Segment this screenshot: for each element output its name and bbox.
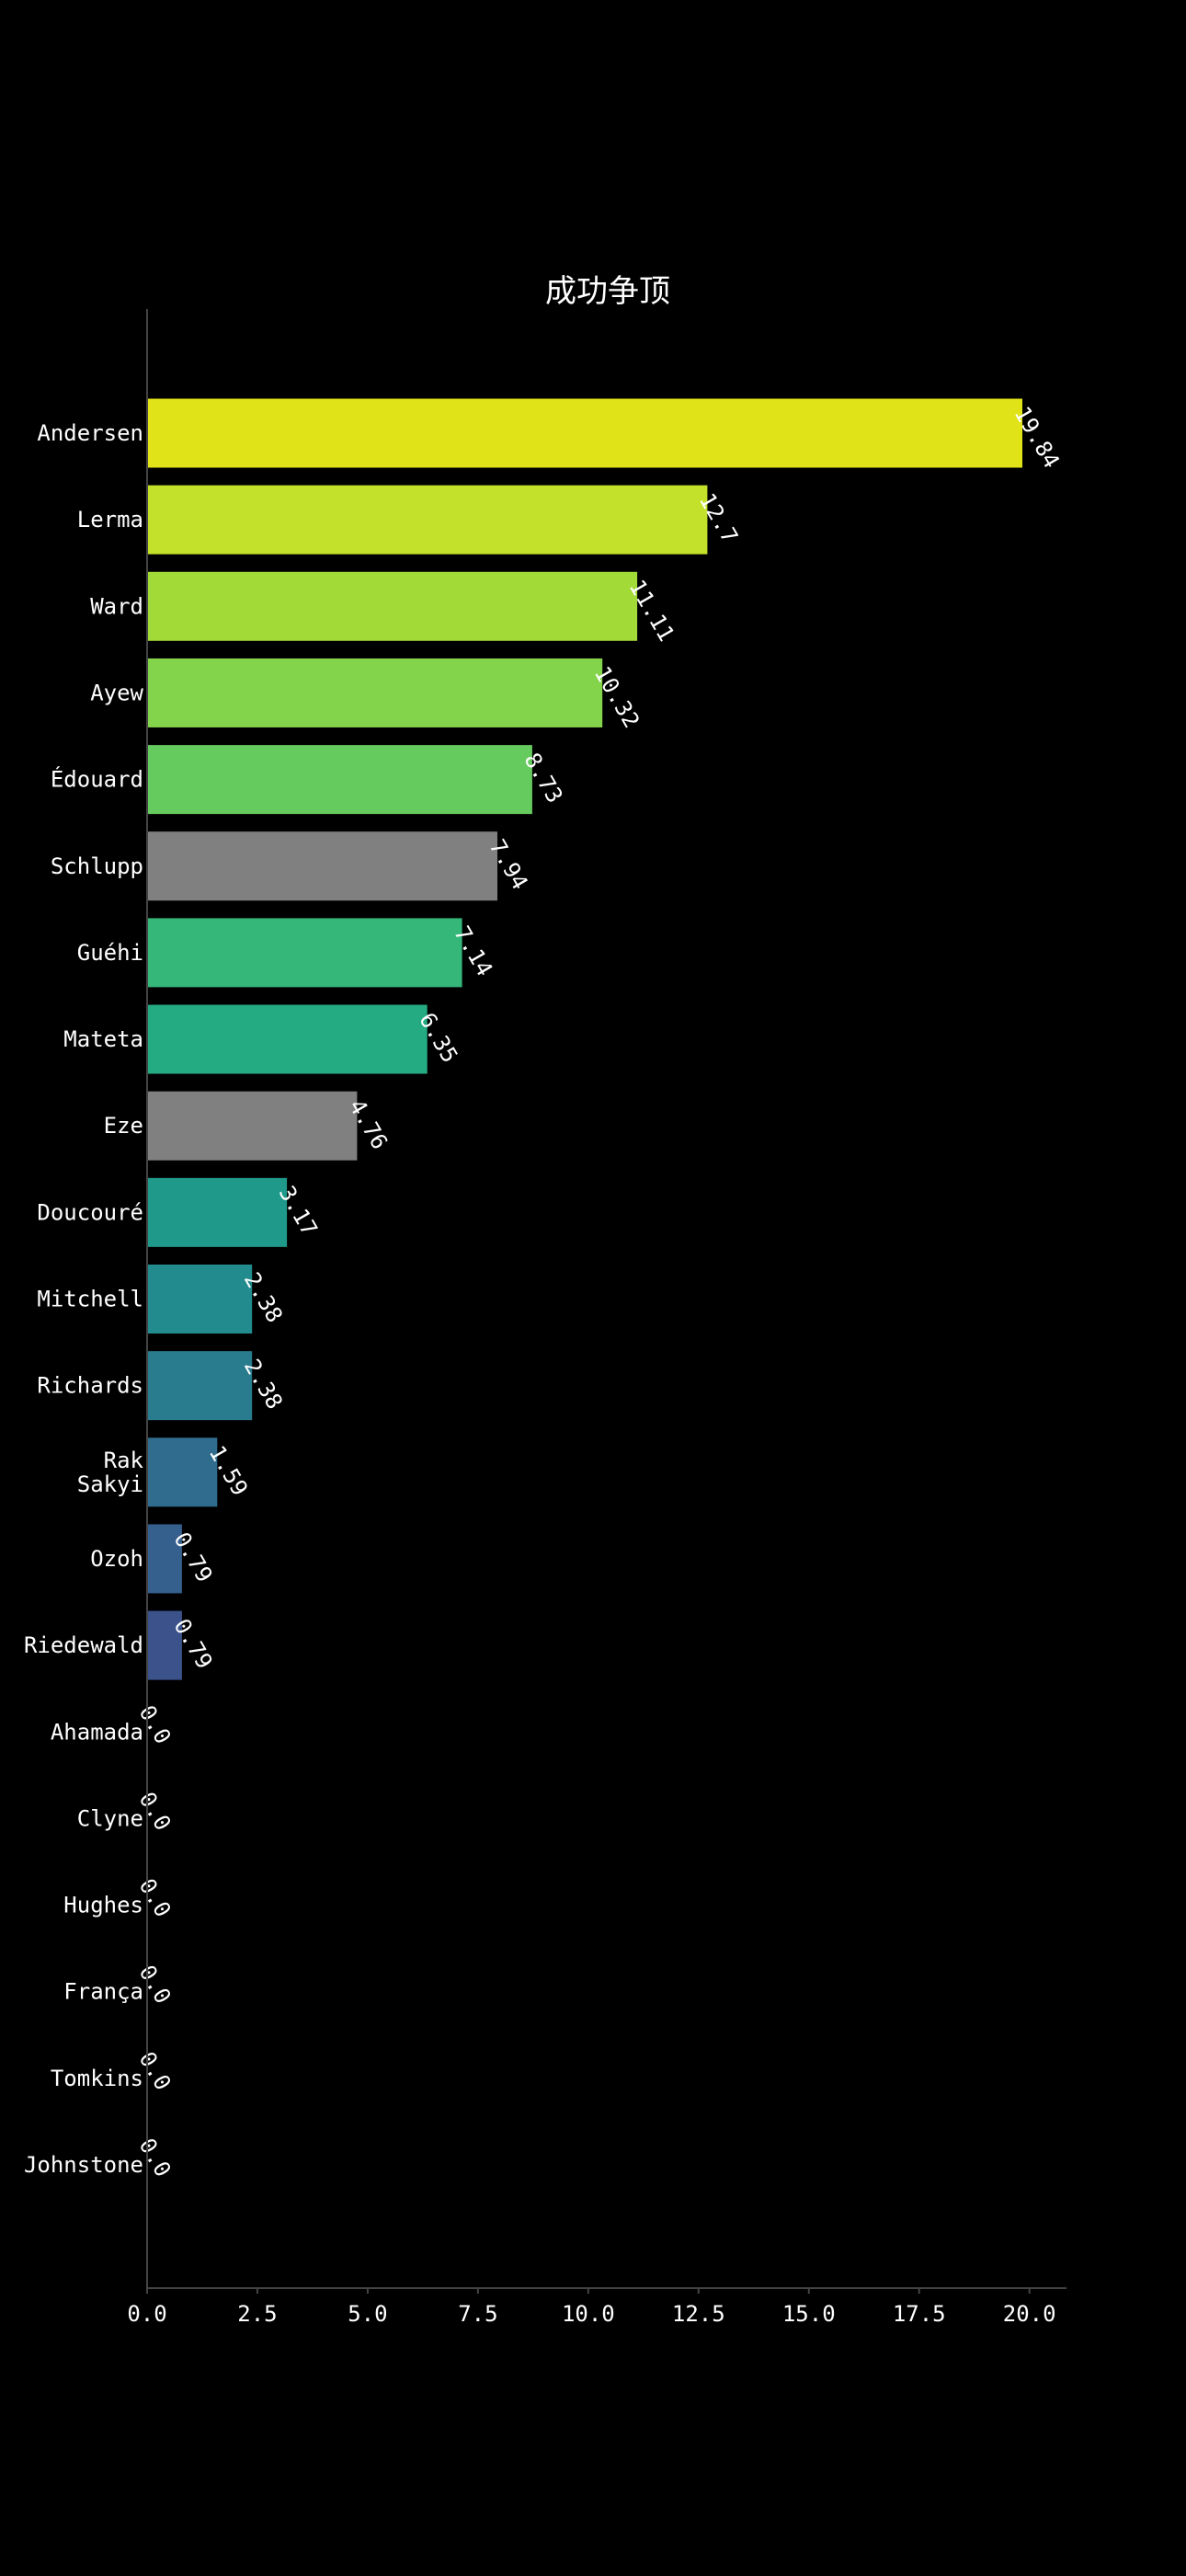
bar xyxy=(147,1437,218,1507)
x-tick-label: 7.5 xyxy=(458,2301,497,2327)
category-label: Clyne xyxy=(77,1805,143,1831)
x-tick-label: 12.5 xyxy=(672,2301,725,2327)
x-tick-label: 15.0 xyxy=(782,2301,836,2327)
bar xyxy=(147,1177,288,1247)
category-label: Lerma xyxy=(77,507,143,532)
category-label: Schlupp xyxy=(51,853,143,879)
bar xyxy=(147,571,638,641)
category-label: Guéhi xyxy=(77,940,143,966)
category-label: Hughes xyxy=(63,1893,143,1918)
bars-layer xyxy=(147,398,1023,1680)
category-label: Richards xyxy=(37,1373,143,1399)
bar xyxy=(147,745,532,815)
category-labels-layer: Andersen Lerma Ward Ayew Édouard Schlupp Guéhi… xyxy=(24,420,144,2178)
bar xyxy=(147,1004,428,1074)
category-label: Édouard xyxy=(51,766,143,793)
x-tick-label: 5.0 xyxy=(348,2301,387,2327)
bar xyxy=(147,1610,182,1680)
category-label: Riedewald xyxy=(24,1632,143,1658)
bar xyxy=(147,1351,253,1421)
x-tick-label: 2.5 xyxy=(237,2301,277,2327)
category-label: Eze xyxy=(104,1113,143,1139)
category-label: Ahamada xyxy=(51,1719,143,1745)
category-label: Mitchell xyxy=(37,1287,143,1312)
bar xyxy=(147,485,708,555)
category-label: Rak Sakyi xyxy=(77,1448,144,1497)
category-label: Tomkins xyxy=(51,2066,143,2091)
x-tick-label: 20.0 xyxy=(1003,2301,1056,2327)
bar xyxy=(147,398,1023,468)
category-label: Ward xyxy=(90,593,143,619)
chart-title: 成功争顶 xyxy=(545,273,670,310)
bar xyxy=(147,918,462,988)
bar xyxy=(147,831,497,901)
axis-layer: 0.0 2.5 5.0 7.5 10.0 12.5 15.0 17.5 20.0 xyxy=(127,309,1066,2327)
category-label: Mateta xyxy=(63,1026,143,1052)
x-tick-label: 10.0 xyxy=(562,2301,615,2327)
category-label: Doucouré xyxy=(37,1199,143,1225)
bar xyxy=(147,1091,358,1161)
bar xyxy=(147,658,603,727)
x-tick-label: 17.5 xyxy=(893,2301,946,2327)
category-label: França xyxy=(63,1979,143,2005)
category-label: Andersen xyxy=(37,420,143,446)
category-label: Johnstone xyxy=(24,2152,143,2178)
category-label: Ozoh xyxy=(90,1546,143,1572)
category-label: Ayew xyxy=(90,680,143,705)
bar xyxy=(147,1265,253,1334)
x-tick-label: 0.0 xyxy=(127,2301,166,2327)
bar xyxy=(147,1524,182,1594)
